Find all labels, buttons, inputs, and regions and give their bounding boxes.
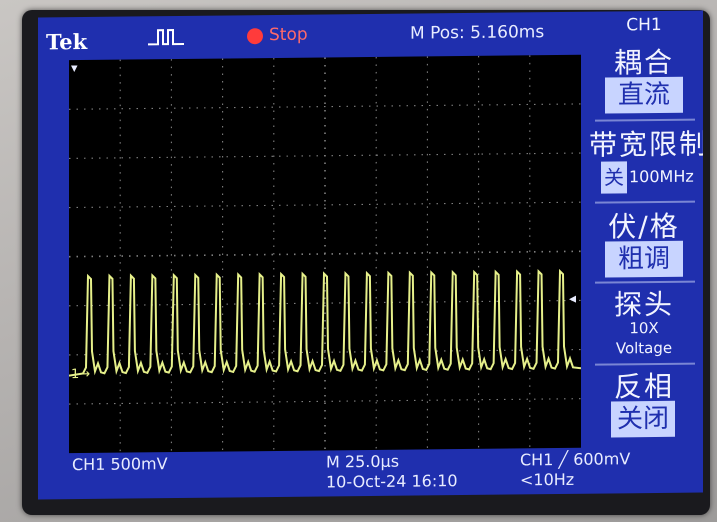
stop-indicator-icon: [247, 28, 263, 45]
graticule-hline: [69, 201, 581, 209]
bandwidth-limit-title: 带宽限制: [589, 127, 703, 162]
graticule-hline: [69, 250, 581, 258]
oscilloscope-screen: Tek Stop M Pos: 5.160ms 1→ ▾ ◂ CH1 耦合 直流…: [38, 10, 703, 500]
probe-attenuation[interactable]: 10X: [629, 318, 659, 338]
ch1-scale-readout: CH1 500mV: [72, 454, 168, 475]
graticule-hline: [69, 152, 581, 159]
ch1-ground-marker: 1→: [71, 367, 90, 382]
menu-divider: [595, 200, 695, 204]
graticule-hline: [69, 348, 581, 356]
date-time-readout: 10-Oct-24 16:10: [326, 471, 458, 492]
invert-title: 反相: [613, 369, 674, 404]
coupling-option-button[interactable]: 直流: [605, 76, 683, 114]
graticule-hline: [69, 398, 581, 405]
graticule-hline: [69, 103, 581, 110]
pulse-trigger-icon: [148, 29, 184, 46]
probe-title: 探头: [613, 287, 674, 322]
volts-div-title: 伏/格: [608, 209, 680, 244]
run-state-label: Stop: [269, 24, 308, 46]
side-menu: CH1 耦合 直流 带宽限制 关 100MHz 伏/格 粗调 探头 10X Vo…: [589, 11, 703, 494]
waveform-display: 1→ ▾ ◂: [69, 54, 581, 454]
bandwidth-limit-frequency: 100MHz: [629, 166, 694, 187]
bandwidth-limit-toggle[interactable]: 关: [601, 161, 627, 194]
probe-type[interactable]: Voltage: [615, 338, 673, 358]
trigger-position-marker: ▾: [71, 61, 78, 76]
menu-divider: [595, 118, 695, 122]
trigger-level-marker: ◂: [569, 291, 576, 307]
waveform-plot: 1→ ▾ ◂: [69, 55, 581, 453]
trigger-frequency-readout: <10Hz: [520, 469, 575, 490]
graticule-hline: [69, 299, 581, 307]
horizontal-position-readout: M Pos: 5.160ms: [410, 22, 545, 44]
ch1-waveform-trace: [69, 268, 581, 377]
brand-logo: Tek: [46, 28, 88, 55]
coupling-title: 耦合: [613, 45, 674, 80]
invert-option-button[interactable]: 关闭: [611, 400, 675, 438]
timebase-readout: M 25.0µs: [326, 451, 400, 472]
trigger-readout: CH1 ╱ 600mV: [520, 449, 631, 470]
volts-div-option-button[interactable]: 粗调: [605, 240, 683, 278]
graticule: [69, 55, 581, 453]
menu-channel-title: CH1: [626, 14, 662, 36]
